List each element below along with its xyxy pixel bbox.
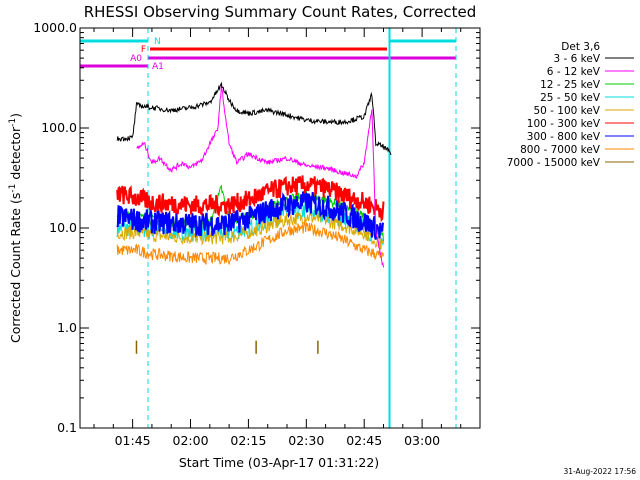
series-line [116,191,385,240]
annotation-label: N [154,37,161,47]
legend-label: 100 - 300 keV [527,118,601,130]
annotation-label: A0 [130,54,142,64]
series-line [116,211,384,250]
x-tick-label: 02:30 [288,433,324,448]
legend-label: 300 - 800 keV [527,131,601,143]
x-tick-label: 02:15 [230,433,266,448]
legend-label: 7000 - 15000 keV [507,157,601,169]
y-tick-label: 1.0 [57,320,77,335]
chart-title: RHESSI Observing Summary Count Rates, Co… [84,3,477,21]
legend-label: 50 - 100 keV [533,105,600,117]
legend-label: 3 - 6 keV [553,53,600,65]
series-line [116,81,392,156]
x-tick-label: 01:45 [115,433,151,448]
y-tick-label: 0.1 [57,420,77,435]
timestamp: 31-Aug-2022 17:56 [563,467,636,476]
legend-title: Det 3,6 [561,41,600,53]
legend-label: 25 - 50 keV [540,92,601,104]
x-axis-label: Start Time (03-Apr-17 01:31:22) [179,455,379,470]
x-axis: 01:45 02:00 02:15 02:30 02:45 03:00 [93,28,462,448]
annotation-label: F [141,45,146,55]
y-axis: 0.1 1.0 10.0 100.0 1000.0 [33,20,480,435]
x-tick-label: 02:00 [173,433,209,448]
annotation-label: A1 [152,62,164,72]
y-axis-label: Corrected Count Rate (s-1 detector-1) [8,113,23,343]
legend-label: 12 - 25 keV [540,79,601,91]
series-line [116,220,384,266]
x-tick-label: 03:00 [404,433,440,448]
y-tick-label: 100.0 [41,120,77,135]
legend-label: 800 - 7000 keV [520,144,601,156]
x-tick-label: 02:45 [346,433,382,448]
y-tick-label: 10.0 [49,220,77,235]
legend-label: 6 - 12 keV [547,66,601,78]
y-tick-label: 1000.0 [33,20,77,35]
series-line [116,175,385,223]
series-line [136,85,384,268]
